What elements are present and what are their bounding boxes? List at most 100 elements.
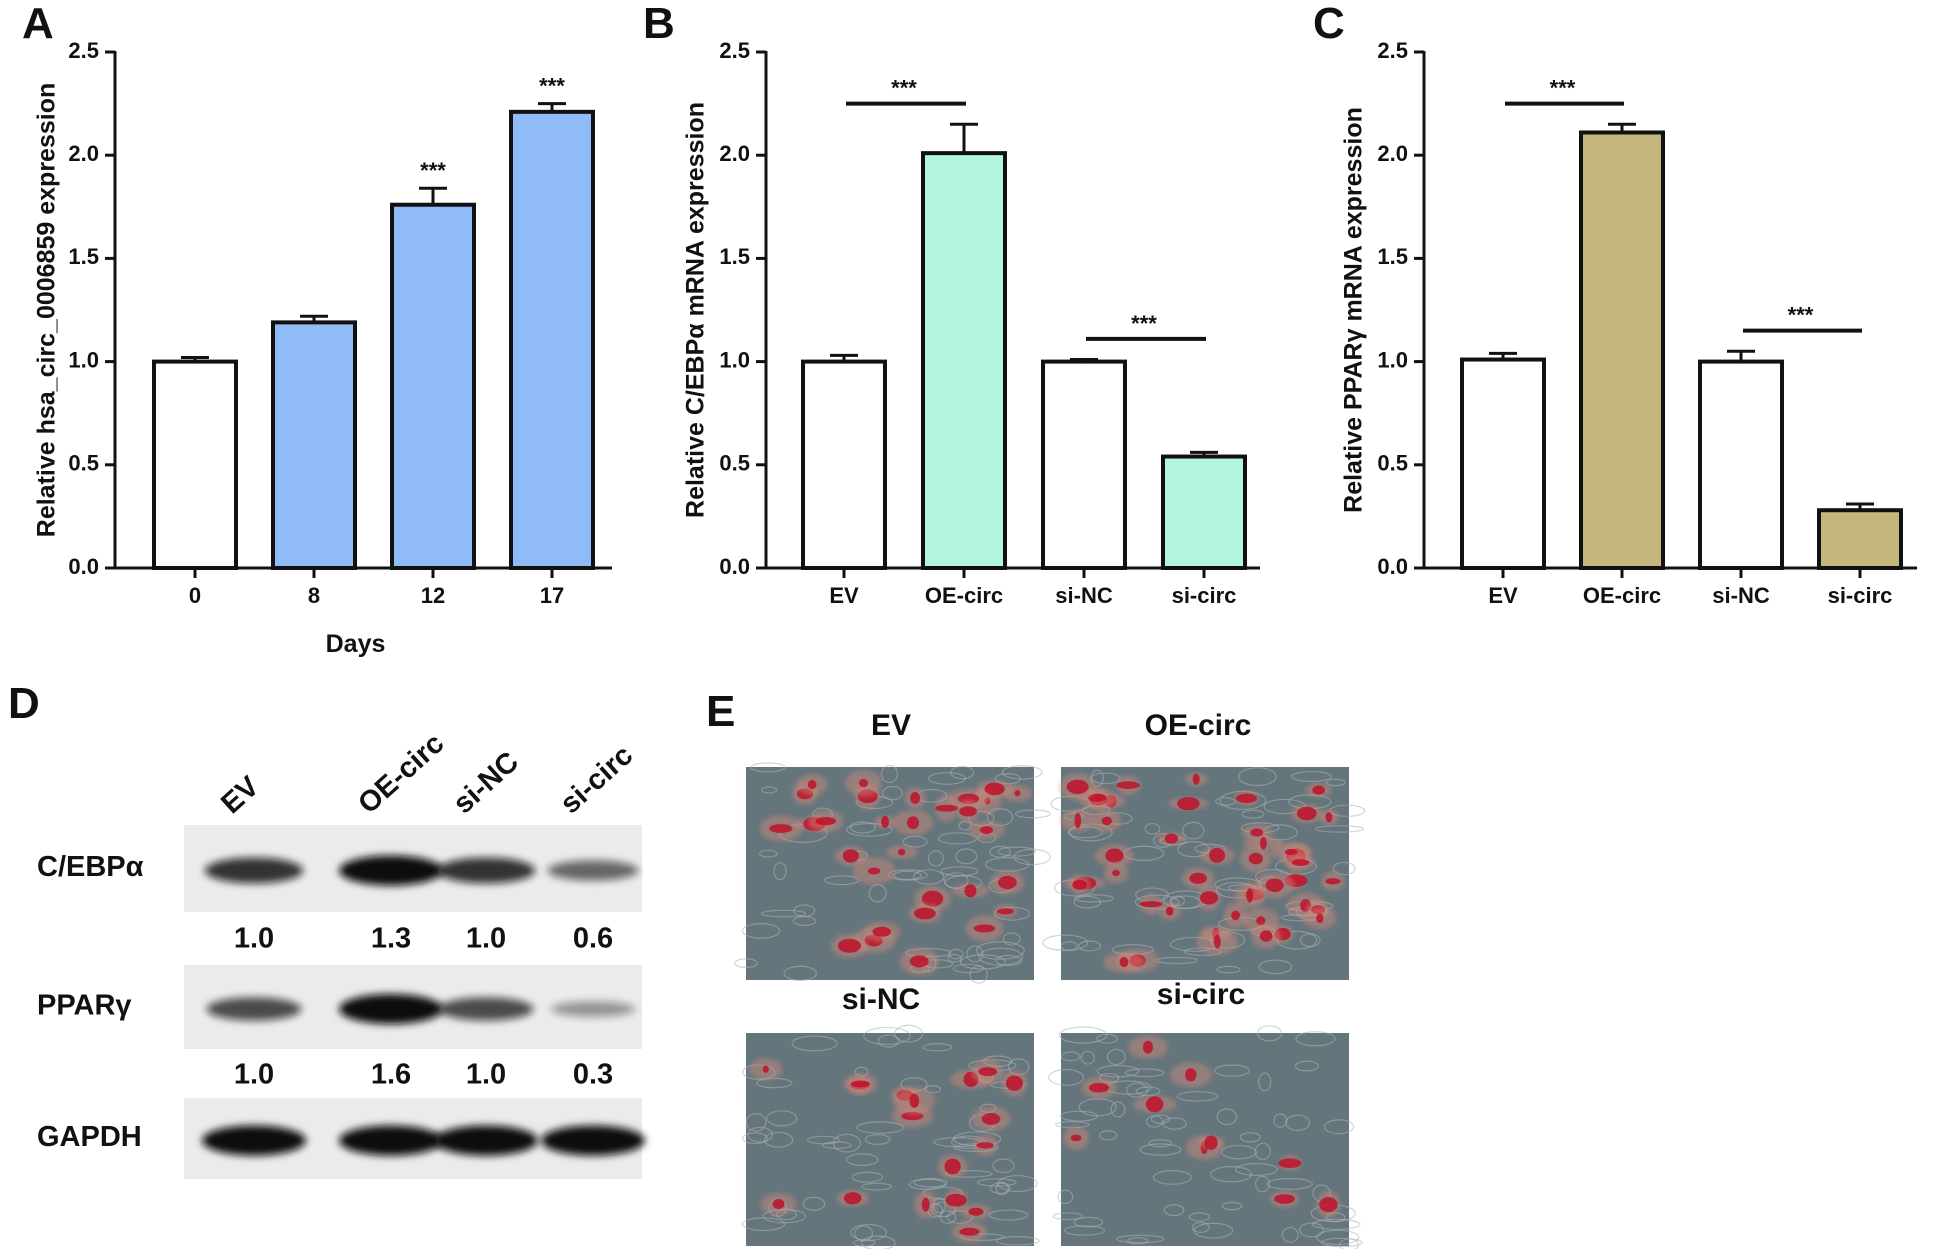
cell (1080, 1050, 1096, 1065)
cell (783, 965, 817, 982)
cell (1215, 797, 1236, 806)
quantification-label: 0.6 (573, 923, 613, 955)
significance-label: *** (539, 74, 565, 99)
x-tick-label: OE-circ (925, 583, 1003, 608)
cell (861, 1235, 896, 1249)
cell (854, 1225, 874, 1242)
cell (1285, 1114, 1311, 1132)
significance-label: *** (420, 158, 446, 183)
cell (1110, 1101, 1126, 1118)
image-label: si-circ (1157, 978, 1245, 1011)
bar (1041, 359, 1127, 570)
lipid-droplet (1278, 1158, 1302, 1168)
lipid-droplet (1291, 859, 1310, 867)
lipid-droplet (944, 1158, 961, 1175)
lipid-droplet (906, 816, 920, 830)
significance-label: *** (891, 76, 917, 101)
x-tick-label: 0 (189, 583, 201, 608)
cell (734, 958, 758, 968)
lipid-droplet (1256, 916, 1266, 926)
x-tick-label: 17 (540, 583, 564, 608)
cell (802, 1196, 826, 1211)
band (206, 997, 302, 1021)
lipid-droplet (843, 1192, 862, 1205)
cell (1139, 1143, 1182, 1156)
lipid-droplet (1074, 812, 1082, 829)
row-label: GAPDH (37, 1121, 142, 1153)
cell (1176, 1091, 1219, 1102)
cell (1290, 770, 1332, 782)
cell (950, 765, 975, 780)
cell (846, 1153, 879, 1167)
cell (1266, 1177, 1313, 1190)
bar (1579, 130, 1665, 570)
lipid-droplet (1142, 1040, 1154, 1054)
y-tick-label: 0.5 (719, 451, 750, 476)
lane-label: EV (215, 770, 266, 820)
cell (1115, 1234, 1165, 1244)
bar (1817, 508, 1903, 571)
lipid-droplet (837, 938, 862, 953)
lane-label: si-NC (447, 746, 525, 820)
lipid-droplet (981, 1112, 1001, 1125)
bar (1460, 357, 1546, 571)
lipid-droplet (769, 824, 793, 833)
cell (947, 953, 962, 963)
y-tick-label: 2.5 (1377, 38, 1408, 63)
significance-label: *** (1550, 76, 1576, 101)
cell (750, 762, 786, 773)
lipid-droplet (984, 782, 1005, 796)
y-axis-label: Relative hsa_circ_0006859 expression (33, 83, 61, 537)
quantification-label: 1.0 (234, 1059, 274, 1091)
lipid-droplet (1072, 879, 1088, 890)
cell (1150, 1114, 1171, 1124)
micrograph (741, 1024, 1040, 1249)
cell (1073, 894, 1115, 903)
cell (1148, 1139, 1173, 1148)
cell (1058, 1026, 1108, 1044)
cell (864, 1133, 891, 1145)
lipid-droplet (1325, 812, 1333, 823)
cell (1315, 825, 1365, 833)
band (339, 994, 443, 1024)
x-axis-label: Days (326, 630, 386, 658)
y-tick-label: 2.0 (719, 141, 750, 166)
cell (995, 1236, 1040, 1246)
lipid-droplet (978, 1067, 998, 1077)
lipid-droplet (914, 907, 936, 920)
lipid-droplet (1325, 878, 1341, 885)
cell (773, 862, 787, 881)
lipid-droplet (1088, 1083, 1110, 1093)
lipid-droplet (979, 826, 993, 835)
y-tick-label: 2.0 (68, 141, 99, 166)
lipid-droplet (1312, 785, 1325, 795)
cell (741, 1132, 768, 1145)
lipid-droplet (1005, 1075, 1023, 1091)
bar (390, 202, 476, 570)
lipid-droplet (1250, 828, 1264, 837)
y-tick-label: 0.5 (68, 451, 99, 476)
cell (1073, 1216, 1104, 1228)
cell (759, 849, 778, 858)
lipid-droplet (1231, 910, 1240, 921)
cell (760, 786, 778, 794)
cell (1294, 1060, 1319, 1072)
cell (913, 869, 945, 885)
x-tick-label: si-NC (1712, 583, 1770, 608)
cell (894, 1024, 924, 1043)
lipid-droplet (909, 955, 929, 968)
cell (1193, 1222, 1234, 1239)
cell (1060, 1051, 1081, 1062)
cell (1239, 1132, 1261, 1143)
cell (1210, 1166, 1253, 1183)
cell (1163, 1204, 1185, 1217)
cell (1096, 1033, 1118, 1044)
lipid-droplet (1296, 806, 1317, 821)
cell (1013, 848, 1051, 866)
cell (1323, 1119, 1355, 1135)
lipid-droplet (842, 849, 859, 863)
lipid-droplet (998, 875, 1017, 890)
bar (801, 359, 887, 570)
band (202, 1125, 306, 1156)
